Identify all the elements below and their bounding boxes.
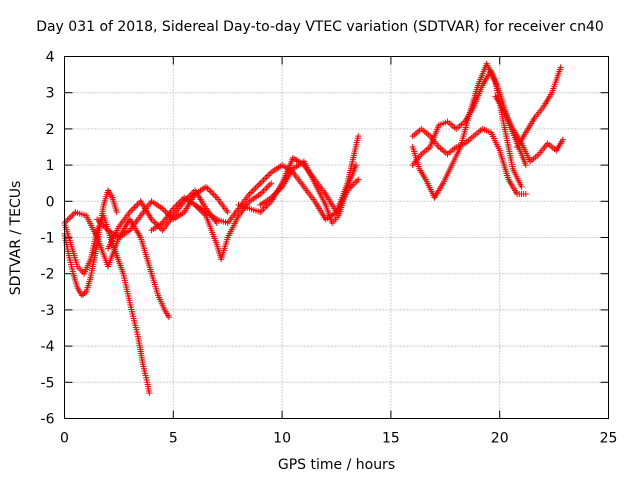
x-tick-label: 0	[60, 431, 69, 447]
y-tick-label: 0	[46, 194, 55, 210]
data-point	[212, 193, 219, 200]
data-point	[352, 179, 359, 186]
data-point	[254, 183, 261, 190]
x-tick-label: 10	[273, 431, 291, 447]
data-point	[559, 136, 566, 143]
y-tick-label: -2	[41, 267, 55, 283]
data-point	[257, 180, 264, 187]
data-point	[113, 209, 120, 216]
x-tick-label: 5	[169, 431, 178, 447]
y-tick-label: -6	[41, 412, 55, 428]
data-point	[265, 172, 272, 179]
data-point	[69, 212, 76, 219]
series-track-i	[257, 158, 360, 227]
data-point	[260, 206, 267, 213]
data-point	[353, 162, 360, 169]
data-point	[64, 216, 71, 223]
y-tick-label: 3	[46, 86, 55, 102]
data-point	[150, 217, 157, 224]
data-point	[255, 181, 262, 188]
axis-ticks: 0 5 10 15 20 25 -6 -5 -4 -3 -2 -1 0 1 2 3 4	[41, 50, 618, 447]
data-point	[131, 204, 138, 211]
data-point	[132, 202, 139, 209]
x-axis-label: GPS time / hours	[277, 457, 396, 473]
y-tick-label: -4	[41, 339, 55, 355]
plot-frame	[64, 56, 609, 419]
series-track-n	[514, 64, 564, 150]
data-point	[209, 190, 216, 197]
series-track-f	[148, 180, 275, 263]
data-point	[262, 175, 269, 182]
data-point	[350, 181, 357, 188]
grid-lines	[64, 56, 609, 419]
data-point	[355, 133, 362, 140]
data-point	[207, 188, 214, 195]
data-point	[262, 186, 269, 193]
y-tick-label: -1	[41, 231, 55, 247]
data-point	[134, 201, 141, 208]
data-point	[266, 170, 273, 177]
data-point	[260, 177, 267, 184]
data-point	[66, 215, 73, 222]
data-point	[522, 162, 529, 169]
data-point	[67, 213, 74, 220]
data-point	[70, 210, 77, 217]
x-tick-label: 20	[491, 431, 509, 447]
chart-title: Day 031 of 2018, Sidereal Day-to-day VTE…	[36, 19, 604, 35]
data-point	[258, 207, 265, 214]
series-track-m	[492, 93, 566, 165]
series-track-a	[61, 212, 153, 397]
data-point	[165, 314, 172, 321]
data-point	[249, 187, 256, 194]
y-tick-label: 4	[46, 50, 55, 66]
data-point	[251, 186, 258, 193]
data-point	[518, 183, 525, 190]
x-tick-label: 15	[382, 431, 400, 447]
data-point	[81, 290, 88, 297]
series-track-e	[105, 187, 220, 252]
y-tick-label: 1	[46, 158, 55, 174]
series-track-b	[61, 187, 120, 299]
data-point	[224, 209, 231, 216]
data-point	[252, 184, 259, 191]
data-marks	[61, 60, 566, 397]
data-point	[146, 390, 153, 397]
data-point	[248, 189, 255, 196]
data-point	[268, 180, 275, 187]
data-point	[63, 218, 70, 225]
data-point	[160, 207, 167, 214]
data-point	[128, 207, 135, 214]
data-point	[557, 64, 564, 71]
data-point	[266, 181, 273, 188]
y-tick-label: -3	[41, 303, 55, 319]
data-point	[258, 178, 265, 185]
x-tick-label: 25	[600, 431, 618, 447]
data-point	[204, 185, 211, 192]
data-point	[353, 178, 360, 185]
data-point	[265, 183, 272, 190]
data-point	[210, 191, 217, 198]
data-point	[260, 187, 267, 194]
data-point	[263, 173, 270, 180]
data-point	[355, 176, 362, 183]
y-tick-label: -5	[41, 375, 55, 391]
data-point	[129, 206, 136, 213]
data-point	[522, 191, 529, 198]
data-point	[263, 184, 270, 191]
y-tick-label: 2	[46, 122, 55, 138]
data-point	[258, 189, 265, 196]
